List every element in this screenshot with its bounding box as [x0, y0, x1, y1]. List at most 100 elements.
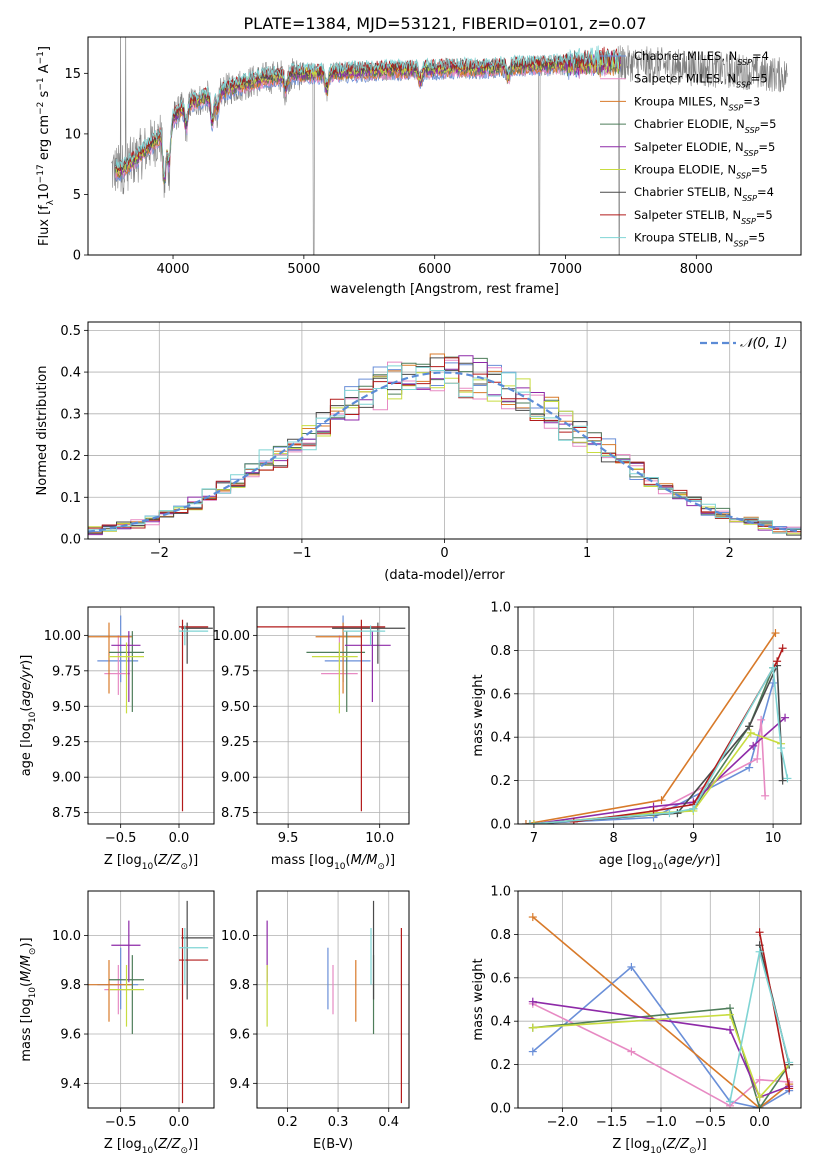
- plot-area: [111, 37, 788, 255]
- label-part: 10: [37, 183, 52, 200]
- legend-sub: SSP: [744, 148, 759, 157]
- panel-spectrum: 4000 5000 6000 7000 8000 0 5 10 15 wavelength [An…: [36, 36, 802, 297]
- label-part: age/yr: [668, 853, 711, 868]
- x-axis-label: mass [log10(M/M⊙)]: [271, 853, 395, 872]
- y-tick-label: 0.8: [490, 928, 511, 943]
- legend-n: =3: [743, 94, 760, 108]
- y-tick-label: 0.2: [490, 774, 511, 789]
- y-tick-label: 1.0: [490, 601, 511, 616]
- x-tick-label: −0.5: [105, 831, 137, 846]
- legend-sub: SSP: [741, 216, 756, 225]
- x-tick-label: −1: [292, 546, 311, 561]
- legend-sub: SSP: [742, 194, 757, 203]
- label-part: )]: [19, 937, 34, 947]
- y-tick-label: 0.0: [490, 818, 511, 833]
- error-bar-point: [315, 622, 362, 694]
- label-part: )]: [19, 655, 34, 665]
- y-tick-label: 9.50: [221, 700, 250, 715]
- legend: 𝒩(0, 1): [700, 336, 787, 351]
- label-part: (: [153, 853, 158, 868]
- legend-entry: Chabrier MILES, NSSP=4: [634, 49, 769, 67]
- label-part: M/M: [351, 853, 378, 868]
- label-part: 10: [28, 711, 38, 723]
- x-tick-label: 2: [726, 546, 734, 561]
- label-part: 10: [142, 1146, 154, 1156]
- axes-frame: [256, 606, 410, 825]
- x-tick-label: −2.0: [547, 1115, 579, 1130]
- error-bar-point: [111, 920, 141, 983]
- legend-n: =5: [760, 117, 777, 131]
- label-part: Z [log: [612, 1137, 650, 1152]
- x-tick-label: 0.0: [169, 831, 190, 846]
- label-part: −17: [36, 164, 46, 183]
- label-part: ]: [37, 46, 52, 51]
- y-tick-label: 0.2: [490, 1058, 511, 1073]
- x-tick-label: 8: [610, 831, 618, 846]
- x-tick-label: −0.5: [105, 1115, 137, 1130]
- legend-entry: Kroupa ELODIE, NSSP=5: [634, 163, 768, 181]
- label-part: A: [37, 64, 52, 77]
- axes-frame: [87, 606, 215, 825]
- label-part: )]: [385, 853, 395, 868]
- legend-sub: SSP: [737, 58, 752, 67]
- axes-frame: [87, 36, 802, 256]
- label-part: (: [19, 707, 34, 712]
- error-bar-point: [343, 625, 386, 646]
- label-part: −1: [36, 51, 46, 64]
- plot-area: [528, 913, 794, 1108]
- legend-sub: SSP: [745, 126, 760, 135]
- label-part: ⊙: [180, 862, 188, 872]
- label-part: )]: [697, 1137, 707, 1152]
- legend-text: Salpeter MILES, N: [634, 72, 736, 86]
- weight-line: [532, 1000, 790, 1099]
- plot-area: [88, 353, 801, 536]
- error-bar-point: [88, 960, 133, 1022]
- error-bar-point: [311, 642, 358, 714]
- x-tick-label: 4000: [156, 262, 189, 277]
- label-part: (: [153, 1137, 158, 1152]
- x-tick-label: 10.0: [365, 831, 394, 846]
- label-part: Z [log: [104, 1137, 142, 1152]
- y-tick-label: 1.0: [490, 885, 511, 900]
- y-tick-label: 0.4: [490, 1015, 511, 1030]
- x-axis-label: E(B-V): [313, 1137, 353, 1152]
- weight-series: [521, 629, 780, 824]
- model-spectrum-line: [115, 45, 621, 178]
- label-part: −1: [36, 77, 46, 90]
- legend-n: =5: [751, 72, 768, 86]
- y-tick-label: 9.75: [221, 664, 250, 679]
- y-tick-label: 0.2: [60, 449, 81, 464]
- y-tick-label: 9.8: [60, 978, 81, 993]
- y-tick-label: 0.6: [490, 971, 511, 986]
- label-part: age/yr: [19, 663, 34, 706]
- error-bar-point: [179, 625, 209, 646]
- x-tick-label: 0.4: [378, 1115, 399, 1130]
- x-tick-label: 1: [583, 546, 591, 561]
- legend-entry: Salpeter MILES, NSSP=5: [634, 72, 768, 90]
- legend-sub: SSP: [729, 103, 744, 112]
- y-tick-label: 10: [64, 127, 81, 142]
- y-tick-label: 8.75: [52, 806, 81, 821]
- label-part: )]: [710, 853, 720, 868]
- label-part: 10: [28, 987, 38, 999]
- y-tick-label: 9.25: [52, 735, 81, 750]
- y-tick-label: 9.4: [60, 1077, 81, 1092]
- label-part: Z/Z: [666, 1137, 690, 1152]
- y-tick-label: 0.0: [60, 533, 81, 548]
- label-part: age [log: [19, 723, 34, 776]
- legend-entry: 𝒩(0, 1): [740, 336, 787, 351]
- plot-area: [88, 900, 213, 1104]
- x-tick-label: −1.5: [596, 1115, 628, 1130]
- legend-n: =5: [751, 163, 768, 177]
- y-tick-label: 0: [73, 249, 81, 264]
- weight-line: [529, 665, 789, 824]
- x-tick-label: 8000: [680, 262, 713, 277]
- y-tick-label: 10.0: [52, 929, 81, 944]
- legend-text: Salpeter ELODIE, N: [634, 140, 744, 154]
- y-tick-label: 9.6: [229, 1028, 250, 1043]
- y-tick-label: 10.00: [44, 629, 81, 644]
- legend-entry: Salpeter ELODIE, NSSP=5: [634, 140, 775, 158]
